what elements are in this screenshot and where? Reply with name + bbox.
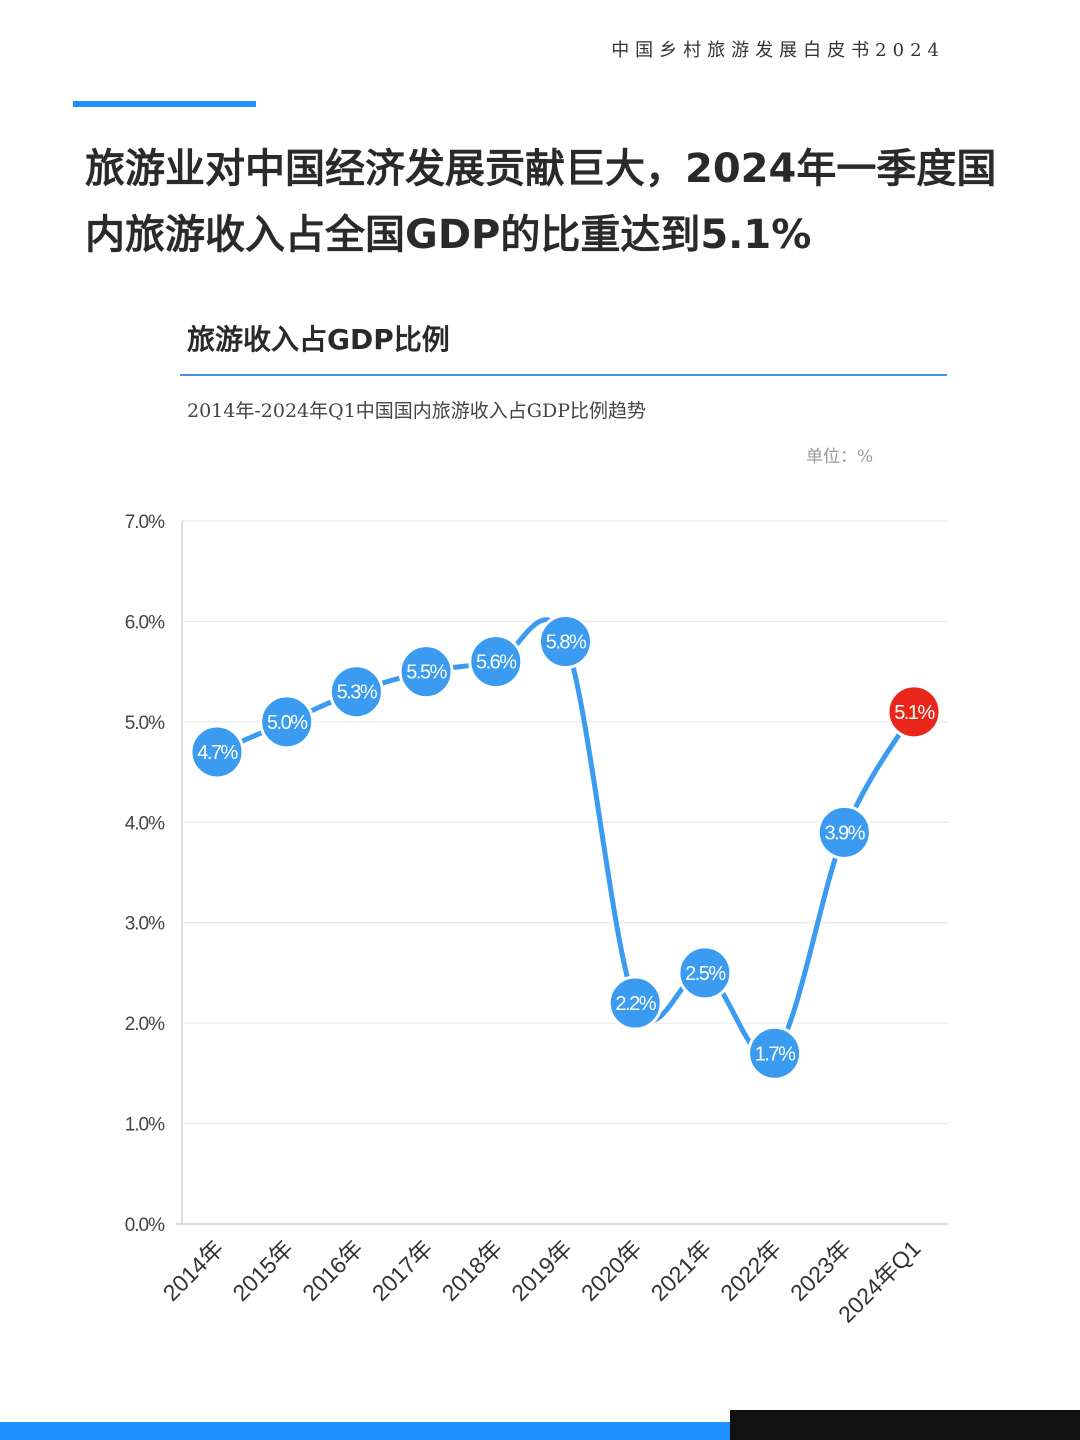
x-tick-label: 2014年 xyxy=(158,1235,229,1306)
data-label: 5.8% xyxy=(546,632,587,654)
data-label: 5.0% xyxy=(267,712,308,734)
y-tick-label: 6.0% xyxy=(125,612,165,633)
x-tick-label: 2023年 xyxy=(785,1235,856,1306)
data-label: 3.9% xyxy=(825,822,866,844)
accent-bar xyxy=(73,101,256,107)
x-tick-label: 2021年 xyxy=(646,1235,717,1306)
data-point xyxy=(607,975,663,1031)
x-tick-label: 2017年 xyxy=(367,1235,438,1306)
y-tick-label: 1.0% xyxy=(125,1115,165,1136)
data-point xyxy=(816,804,872,860)
data-point xyxy=(538,614,593,670)
data-point xyxy=(259,694,315,750)
data-label: 5.6% xyxy=(476,652,517,674)
data-point-highlight xyxy=(886,684,942,740)
y-tick-label: 3.0% xyxy=(125,914,165,935)
y-tick-label: 7.0% xyxy=(125,512,165,533)
y-tick-label: 2.0% xyxy=(125,1014,165,1035)
report-header: 中国乡村旅游发展白皮书2024 xyxy=(611,40,945,61)
data-label: 2.5% xyxy=(685,963,726,985)
unit-label: 单位：% xyxy=(806,447,874,467)
data-point xyxy=(398,644,454,700)
data-label: 5.5% xyxy=(406,662,447,684)
y-tick-label: 5.0% xyxy=(125,713,165,734)
x-tick-label: 2018年 xyxy=(437,1235,508,1306)
data-point xyxy=(189,724,245,780)
series-line xyxy=(214,617,917,1060)
data-label: 4.7% xyxy=(197,742,238,764)
footer-bar-blue xyxy=(0,1422,730,1440)
y-tick-label: 0.0% xyxy=(125,1215,165,1236)
headline: 旅游业对中国经济发展贡献巨大，2024年一季度国内旅游收入占全国GDP的比重达到… xyxy=(85,146,997,258)
data-point xyxy=(328,664,384,720)
x-tick-label: 2015年 xyxy=(227,1235,298,1306)
y-tick-label: 4.0% xyxy=(125,813,165,834)
chart-title: 旅游收入占GDP比例 xyxy=(187,323,450,356)
x-tick-label: 2020年 xyxy=(576,1235,647,1306)
line-chart: 0.0% 1.0% 2.0% 3.0% 4.0% 5.0% 6.0% 7.0% 4.7% 5.0%… xyxy=(125,512,948,1328)
data-label: 2.2% xyxy=(615,993,656,1015)
data-point xyxy=(747,1025,803,1081)
data-point xyxy=(468,634,524,690)
x-tick-label: 2016年 xyxy=(297,1235,368,1306)
chart-subtitle: 2014年-2024年Q1中国国内旅游收入占GDP比例趋势 xyxy=(187,400,646,422)
data-label: 1.7% xyxy=(755,1043,796,1065)
x-tick-label: 2019年 xyxy=(506,1235,577,1306)
x-tick-label: 2022年 xyxy=(715,1235,786,1306)
data-label: 5.1% xyxy=(894,702,935,724)
title-divider xyxy=(180,374,947,376)
data-label: 5.3% xyxy=(337,682,378,704)
data-point xyxy=(677,945,733,1001)
footer-bar-black xyxy=(730,1410,1080,1440)
